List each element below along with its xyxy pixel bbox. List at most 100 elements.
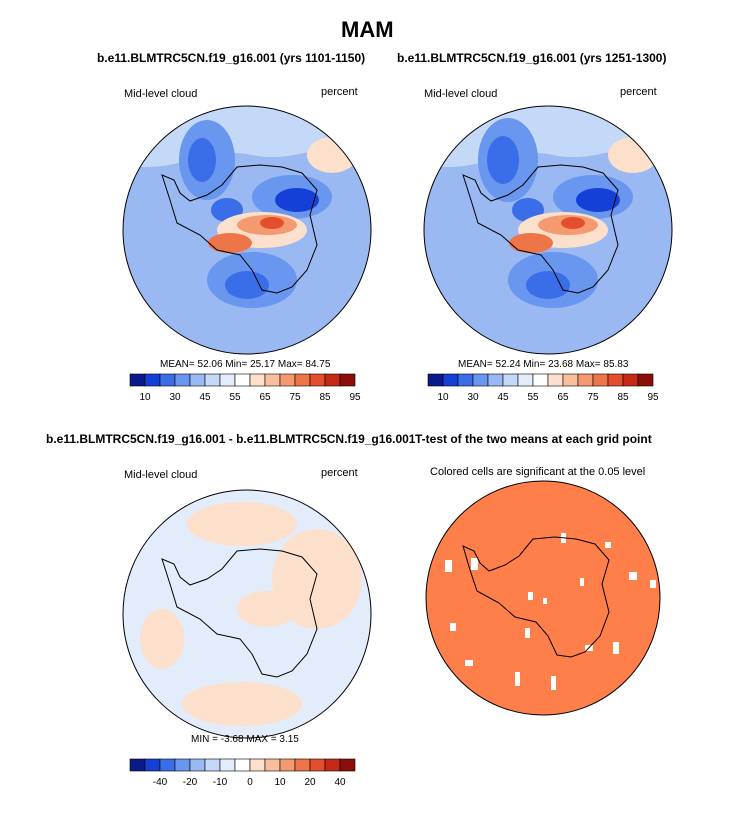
- panel-2-map: [423, 105, 673, 355]
- colorbar-swatch: [427, 373, 444, 387]
- colorbar-swatch: [532, 373, 549, 387]
- panel-1-variable-label: Mid-level cloud: [124, 88, 198, 100]
- panel-4-insignificant-cell: [465, 660, 473, 666]
- panel-2-ice-shelf-warm: [608, 137, 658, 173]
- colorbar-swatch: [442, 373, 459, 387]
- colorbar-swatch: [457, 373, 474, 387]
- colorbar-swatch: [547, 373, 564, 387]
- panel-3-colorbar: -40 -20 -10 0 10 20 40: [129, 758, 356, 788]
- colorbar-swatch: [339, 373, 356, 387]
- panel-2-colorbar: 10 30 45 55 65 75 85 95: [427, 373, 659, 403]
- panel-3-max-value: 3.15: [279, 734, 299, 745]
- panel-2-max-label: Max=: [575, 359, 601, 370]
- colorbar-tick-label: 95: [349, 392, 361, 403]
- panel-4-insignificant-cell: [605, 542, 611, 548]
- panel-1-min-label: Min=: [225, 359, 248, 370]
- colorbar-swatch: [279, 758, 296, 772]
- colorbar-swatch: [487, 373, 504, 387]
- panel-1-east-core: [275, 188, 319, 212]
- colorbar-tick-label: 10: [437, 392, 449, 403]
- colorbar-swatch: [144, 758, 161, 772]
- colorbar-tick-label: 10: [274, 777, 286, 788]
- panel-2-variable-label: Mid-level cloud: [424, 88, 498, 100]
- panel-4-map: [425, 480, 661, 716]
- panel-4-map-border: [425, 480, 661, 716]
- panel-3-warm-patch-north: [187, 502, 297, 546]
- panel-4-insignificant-cell: [580, 578, 584, 586]
- colorbar-swatch: [189, 373, 206, 387]
- panel-2-coastline: [462, 164, 619, 294]
- colorbar-swatch: [264, 373, 281, 387]
- panel-3-max-label: MAX =: [246, 734, 277, 745]
- colorbar-swatch: [249, 758, 266, 772]
- panel-1-stats: MEAN= 52.06 Min= 25.17 Max= 84.75: [160, 359, 330, 370]
- panel-3-title: b.e11.BLMTRC5CN.f19_g16.001 - b.e11.BLMT…: [46, 432, 416, 446]
- panel-3-min-value: -3.68: [220, 734, 244, 745]
- panel-3-coastline: [161, 548, 318, 678]
- panel-2-mean-value: 52.24: [495, 359, 521, 370]
- colorbar-tick-label: 85: [617, 392, 629, 403]
- colorbar-swatch: [472, 373, 489, 387]
- panel-3-warm-patch-south: [182, 682, 302, 726]
- panel-1-map: [122, 105, 372, 355]
- colorbar-swatch: [159, 758, 176, 772]
- panel-3-variable-label: Mid-level cloud: [124, 469, 198, 481]
- colorbar-swatch: [234, 373, 251, 387]
- panel-1-plateau-peak: [260, 217, 284, 229]
- colorbar-swatch: [324, 373, 341, 387]
- colorbar-swatch: [279, 373, 296, 387]
- panel-4-insignificant-cell: [471, 558, 478, 570]
- panel-4-insignificant-cell: [629, 572, 637, 580]
- panel-4-insignificant-cell: [650, 580, 656, 588]
- panel-1-colorbar: 10 30 45 55 65 75 85 95: [129, 373, 361, 403]
- colorbar-tick-label: -20: [183, 777, 198, 788]
- colorbar-swatch: [294, 373, 311, 387]
- panel-1-max-label: Max=: [277, 359, 303, 370]
- panel-2-map-border: [423, 105, 673, 355]
- colorbar-swatch: [607, 373, 624, 387]
- colorbar-tick-label: 30: [467, 392, 479, 403]
- panel-2-plateau-peak: [561, 217, 585, 229]
- panel-1-mean-value: 52.06: [197, 359, 223, 370]
- colorbar-swatch: [294, 758, 311, 772]
- panel-3-map: [122, 489, 372, 739]
- panel-4-title: T-test of the two means at each grid poi…: [415, 432, 652, 446]
- colorbar-swatch: [309, 373, 326, 387]
- panel-2-units-label: percent: [620, 86, 657, 98]
- colorbar-swatch: [219, 758, 236, 772]
- panel-3-min-label: MIN =: [191, 734, 218, 745]
- colorbar-tick-label: 0: [247, 777, 253, 788]
- colorbar-swatch: [144, 373, 161, 387]
- panel-2-min-label: Min=: [523, 359, 546, 370]
- colorbar-swatch: [234, 758, 251, 772]
- panel-1-plateau-high: [208, 233, 252, 253]
- colorbar-tick-label: 75: [587, 392, 599, 403]
- panel-2-east-core: [576, 188, 620, 212]
- colorbar-swatch: [577, 373, 594, 387]
- colorbar-swatch: [129, 373, 146, 387]
- panel-3-units-label: percent: [321, 467, 358, 479]
- panel-2-stats: MEAN= 52.24 Min= 23.68 Max= 85.83: [458, 359, 628, 370]
- panel-2-title: b.e11.BLMTRC5CN.f19_g16.001 (yrs 1251-13…: [397, 51, 667, 65]
- figure-title: MAM: [341, 17, 394, 42]
- colorbar-swatch: [174, 373, 191, 387]
- panel-1-max-value: 84.75: [305, 359, 331, 370]
- colorbar-swatch: [204, 758, 221, 772]
- colorbar-swatch: [637, 373, 654, 387]
- colorbar-swatch: [189, 758, 206, 772]
- panel-2-mean-label: MEAN=: [458, 359, 493, 370]
- colorbar-tick-label: 40: [334, 777, 346, 788]
- colorbar-swatch: [324, 758, 341, 772]
- panel-1-ice-shelf-warm: [307, 137, 357, 173]
- colorbar-tick-label: 65: [557, 392, 569, 403]
- colorbar-tick-label: 20: [304, 777, 316, 788]
- colorbar-swatch: [622, 373, 639, 387]
- panel-4-coastline: [462, 536, 610, 658]
- panel-4-insignificant-cell: [543, 598, 547, 604]
- panel-3-warm-patch-center: [237, 591, 297, 627]
- panel-1-mean-label: MEAN=: [160, 359, 195, 370]
- colorbar-swatch: [562, 373, 579, 387]
- colorbar-tick-label: 75: [289, 392, 301, 403]
- panel-4-significance-label: Colored cells are significant at the 0.0…: [430, 466, 646, 478]
- colorbar-tick-label: 85: [319, 392, 331, 403]
